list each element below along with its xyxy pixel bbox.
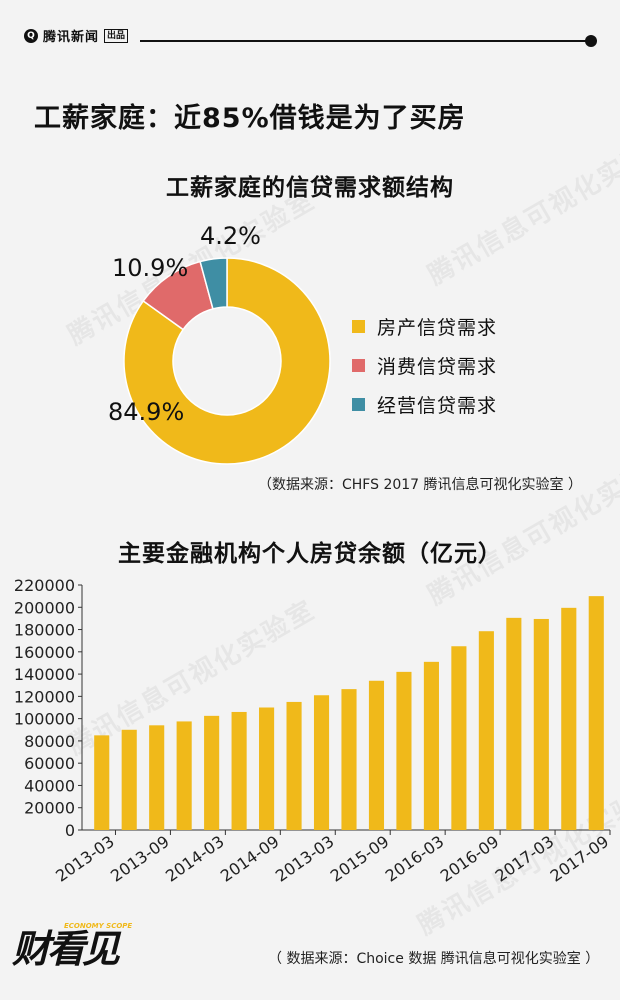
economy-scope-logo-sub: ECONOMY SCOPE	[64, 922, 133, 930]
bar	[478, 631, 494, 830]
donut-slice-housing	[123, 257, 331, 465]
brand-box-label: 出品	[104, 28, 129, 43]
x-tick-label: 2015-09	[327, 832, 393, 886]
y-tick-label: 0	[65, 821, 75, 840]
y-tick-label: 100000	[14, 710, 75, 729]
donut-source-note: （数据来源：CHFS 2017 腾讯信息可视化实验室 ）	[258, 477, 582, 493]
legend-item-housing: 房产信贷需求	[352, 307, 497, 346]
bar	[94, 735, 110, 830]
bar	[451, 646, 467, 830]
brand-logo: Q 腾讯新闻 出品	[24, 26, 129, 45]
bar	[533, 618, 549, 830]
y-tick-label: 200000	[14, 598, 75, 617]
bar	[588, 596, 604, 830]
bar	[396, 671, 412, 830]
x-tick-label: 2016-09	[437, 832, 503, 886]
bar	[204, 715, 220, 830]
y-tick-label: 160000	[14, 643, 75, 662]
legend-swatch	[352, 320, 365, 333]
pct-label-housing: 84.9%	[108, 398, 185, 426]
y-tick-label: 40000	[24, 776, 75, 795]
x-tick-label: 2016-03	[382, 832, 448, 886]
donut-legend: 房产信贷需求 消费信贷需求 经营信贷需求	[352, 307, 497, 424]
y-tick-label: 180000	[14, 621, 75, 640]
x-tick-label: 2013-03	[272, 832, 338, 886]
pct-label-consumer: 10.9%	[112, 254, 189, 282]
legend-item-consumer: 消费信贷需求	[352, 346, 497, 385]
donut-chart	[123, 257, 331, 465]
bar	[259, 707, 275, 830]
legend-swatch	[352, 398, 365, 411]
bar-chart-title: 主要金融机构个人房贷余额（亿元）	[118, 541, 502, 567]
brand-name: 腾讯新闻	[43, 30, 100, 45]
bar	[341, 689, 357, 830]
x-tick-label: 2014-03	[162, 832, 228, 886]
y-tick-label: 80000	[24, 732, 75, 751]
donut-slice-business	[199, 257, 228, 310]
legend-label: 经营信贷需求	[377, 395, 498, 417]
tencent-news-icon: Q	[24, 28, 38, 43]
bar	[561, 607, 577, 830]
economy-scope-logo: 财看见	[12, 927, 120, 971]
x-tick-label: 2014-09	[217, 832, 283, 886]
y-tick-label: 220000	[14, 576, 75, 595]
bar	[313, 695, 330, 830]
legend-label: 消费信贷需求	[377, 356, 498, 378]
bar	[286, 701, 302, 830]
bar	[121, 729, 137, 830]
x-tick-label: 2013-03	[52, 832, 118, 886]
legend-swatch	[352, 359, 365, 372]
bar	[149, 725, 165, 830]
y-tick-label: 140000	[14, 665, 75, 684]
bar	[176, 721, 192, 830]
header-divider	[140, 40, 590, 42]
bar	[231, 711, 247, 830]
pct-label-business: 4.2%	[200, 222, 261, 250]
bar	[423, 661, 439, 830]
donut-chart-title: 工薪家庭的信贷需求额结构	[166, 175, 454, 201]
bar	[368, 680, 385, 830]
x-tick-label: 2017-03	[492, 832, 558, 886]
y-tick-label: 120000	[14, 687, 75, 706]
bar	[506, 617, 522, 830]
header-dot	[585, 35, 597, 47]
x-tick-label: 2017-09	[547, 832, 613, 886]
y-tick-label: 60000	[24, 754, 75, 773]
x-tick-label: 2013-09	[107, 832, 173, 886]
bar-chart: 0 20000 40000 60000 80000 100000 120000 140000 1…	[14, 576, 613, 886]
legend-item-business: 经营信贷需求	[352, 385, 497, 424]
main-title: 工薪家庭：近85%借钱是为了买房	[34, 103, 466, 134]
legend-label: 房产信贷需求	[377, 317, 498, 339]
bar-source-note: （ 数据来源：Choice 数据 腾讯信息可视化实验室 ）	[268, 951, 600, 967]
header: Q 腾讯新闻 出品	[0, 0, 620, 80]
y-tick-label: 20000	[24, 799, 75, 818]
